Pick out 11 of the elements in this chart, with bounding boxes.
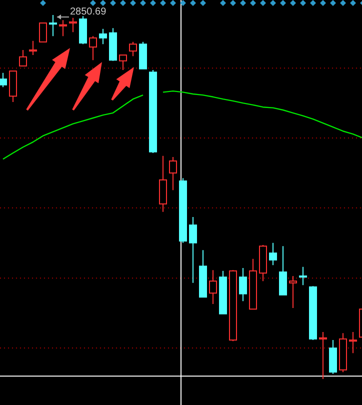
candlestick <box>299 266 307 286</box>
candlestick <box>159 155 167 212</box>
candlestick <box>189 216 197 284</box>
candlestick <box>209 270 217 305</box>
candlestick <box>349 332 357 354</box>
candlestick <box>289 275 297 309</box>
annotation: 2850.69 <box>70 6 107 18</box>
candlestick <box>319 332 327 380</box>
candlestick <box>269 242 277 266</box>
candlestick <box>59 20 67 37</box>
candlestick <box>239 267 247 302</box>
